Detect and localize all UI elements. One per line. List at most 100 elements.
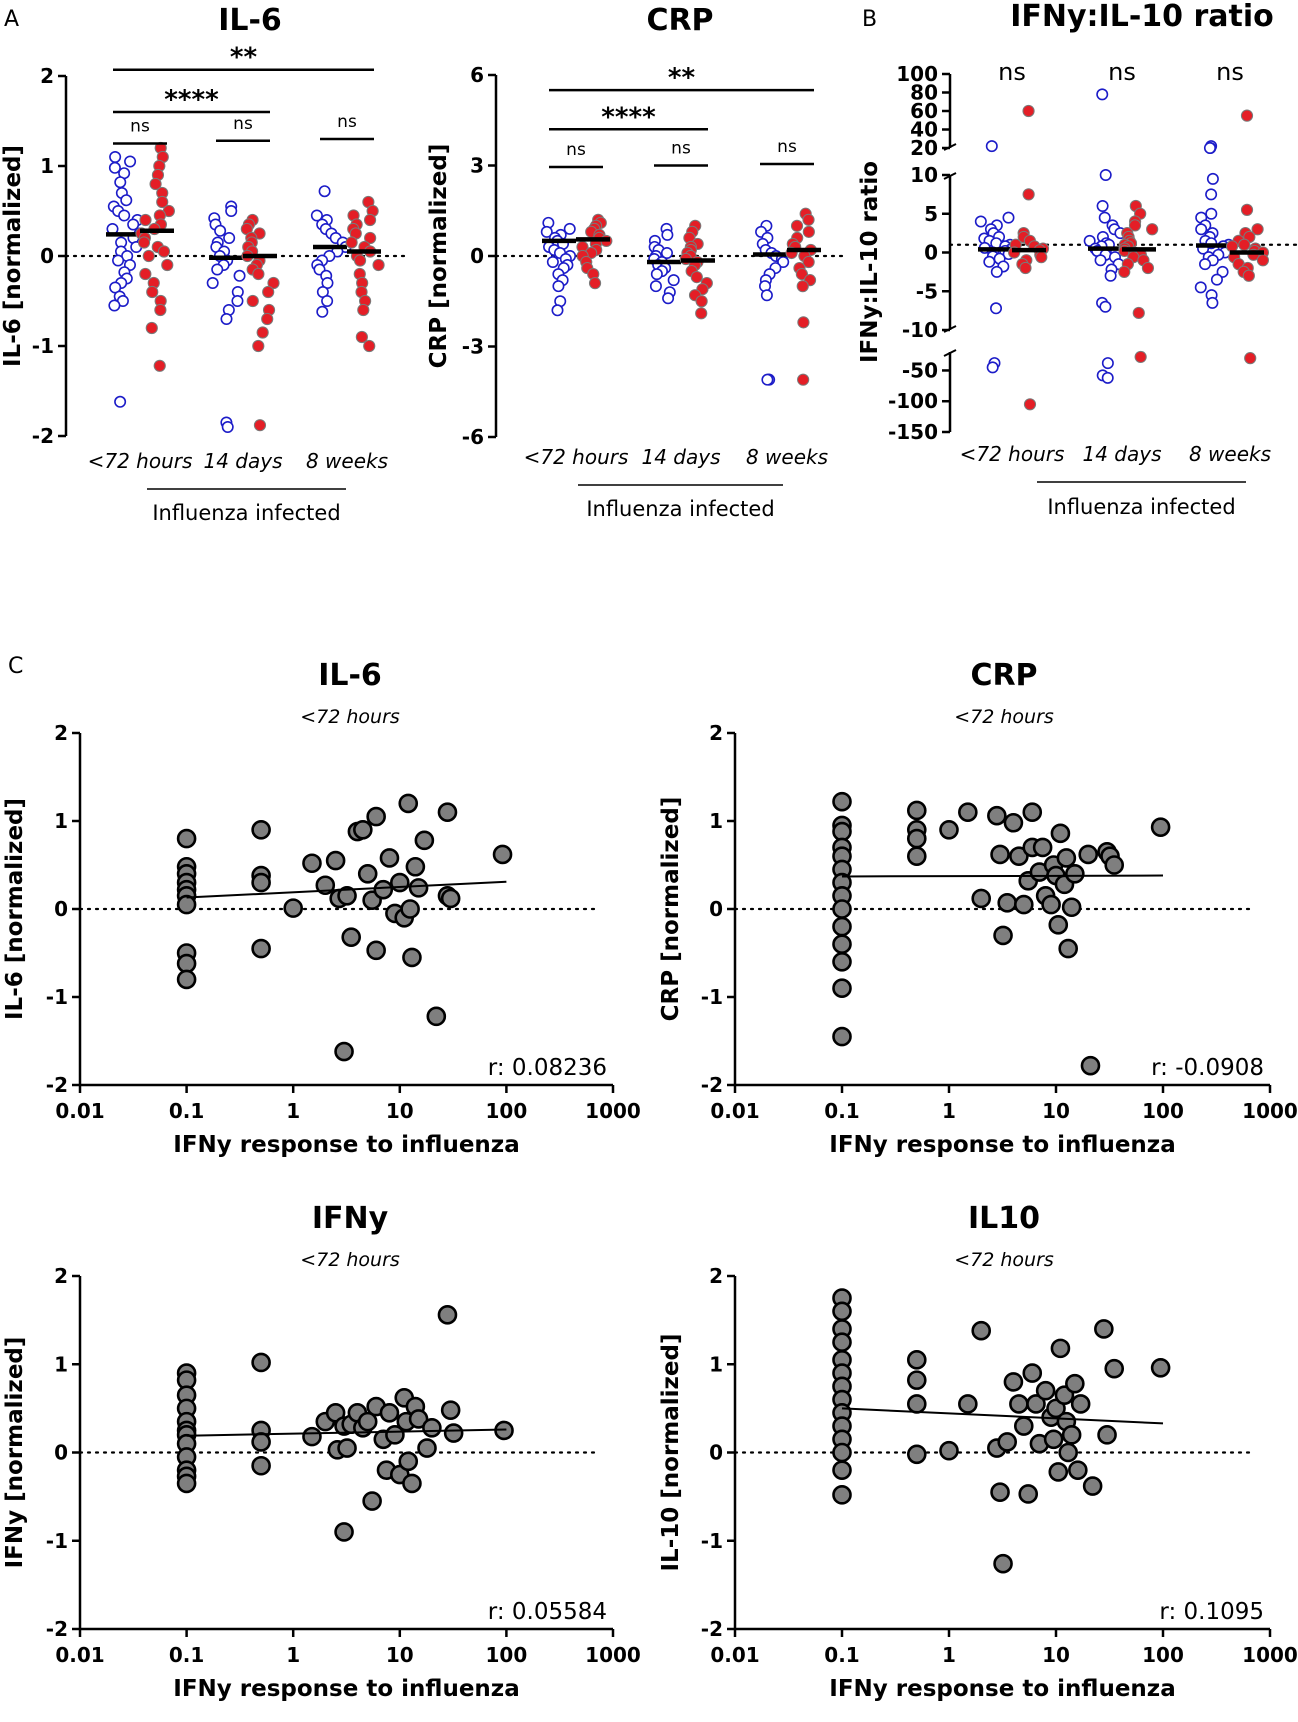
data-point-open (985, 140, 998, 153)
data-point (251, 819, 271, 840)
data-point-filled (357, 303, 370, 317)
data-point-filled (790, 219, 804, 232)
data-point-open (1206, 172, 1219, 185)
data-point (440, 1400, 461, 1420)
x-tick-label: 1 (286, 1099, 300, 1123)
data-point (325, 850, 346, 871)
x-tick-label: 1 (286, 1643, 300, 1667)
data-point (1094, 1319, 1114, 1339)
data-point-open (1104, 269, 1117, 282)
data-point-open (206, 276, 219, 289)
y-tick-label: 0 (54, 897, 68, 921)
significance-label: ns (566, 140, 586, 160)
axis-break-mark (943, 325, 957, 333)
data-point (341, 927, 361, 947)
data-point-filled (137, 236, 151, 249)
chart-subtitle: <72 hours (300, 1249, 400, 1271)
y-tick-label: 1 (54, 1352, 68, 1376)
x-tick-label: 10 (1042, 1099, 1070, 1123)
data-point (402, 1473, 422, 1494)
correlation-label: r: 0.05584 (488, 1599, 607, 1625)
data-point-open (667, 274, 680, 287)
chart-title: CRP (646, 3, 713, 38)
data-point (1150, 817, 1171, 837)
data-point (832, 899, 852, 919)
y-tick-label: 60 (910, 99, 938, 123)
chart-A-CRP: CRP -6 -3 0 3 6 CRP [normalized] <72 hours 14 da… (426, 3, 849, 521)
significance-label: ns (998, 58, 1026, 86)
category-label: 8 weeks (1189, 442, 1271, 466)
x-tick-label: 0.01 (710, 1643, 759, 1667)
x-axis-label: IFNy response to influenza (829, 1132, 1175, 1158)
data-point-open (1099, 300, 1112, 313)
data-point (408, 878, 429, 898)
data-point-open (225, 205, 238, 218)
category-label: 14 days (641, 445, 720, 469)
y-tick-label: -2 (701, 1617, 723, 1641)
data-point (993, 1553, 1013, 1574)
data-point-filled (1035, 251, 1048, 264)
data-point (1048, 915, 1069, 935)
chart-title: IFNy:IL-10 ratio (1010, 0, 1274, 34)
data-point-open (1194, 281, 1207, 294)
category-label: <72 hours (88, 449, 193, 473)
data-point (1009, 1394, 1029, 1414)
data-point-open (1099, 169, 1112, 182)
data-point-open (983, 255, 996, 268)
data-point (832, 934, 852, 955)
data-point-open (114, 176, 127, 189)
significance-label: ns (777, 137, 797, 157)
data-point (1022, 802, 1043, 823)
data-point-open (1195, 223, 1208, 236)
data-point (398, 793, 419, 814)
chart-title: CRP (970, 658, 1037, 693)
data-point-open (214, 224, 227, 237)
data-point (1022, 1363, 1043, 1383)
y-tick-label: 2 (709, 721, 723, 745)
data-point (832, 1460, 852, 1480)
significance-label: ns (1216, 58, 1244, 86)
data-point-filled (355, 330, 368, 344)
data-point-filled (1023, 398, 1037, 411)
x-tick-label: 100 (486, 1099, 528, 1123)
data-point-filled (363, 213, 377, 227)
data-point-filled (262, 285, 275, 299)
x-axis-label: IFNy response to influenza (829, 1676, 1175, 1702)
y-tick-label: 2 (54, 1264, 68, 1288)
data-point (251, 938, 271, 959)
x-tick-label: 0.1 (169, 1099, 204, 1123)
y-tick-label: 2 (40, 64, 54, 88)
data-point-open (661, 228, 674, 241)
correlation-label: r: -0.0908 (1151, 1055, 1264, 1081)
data-point-open (321, 294, 334, 307)
x-tick-label: 0.1 (824, 1643, 859, 1667)
data-point-open (120, 194, 133, 207)
significance-label: ns (337, 112, 357, 132)
data-point-filled (802, 225, 815, 238)
data-point-filled (139, 267, 152, 281)
data-point-open (546, 256, 559, 269)
data-point (426, 1006, 447, 1027)
data-point-open (986, 361, 999, 374)
data-point-filled (1118, 265, 1131, 278)
data-point (906, 1370, 927, 1390)
y-tick-label: -1 (46, 1529, 68, 1553)
data-point (437, 1305, 458, 1325)
data-point (251, 1352, 271, 1373)
data-point (1003, 1372, 1024, 1392)
data-point (373, 879, 394, 900)
data-point-filled (267, 276, 280, 290)
data-point (832, 1485, 852, 1505)
data-point (1150, 1357, 1171, 1378)
data-point (1104, 855, 1125, 875)
data-point-filled (695, 295, 708, 308)
data-point (1082, 1476, 1103, 1496)
fit-line (186, 1428, 507, 1437)
x-tick-label: 1000 (1242, 1099, 1298, 1123)
data-point-open (551, 304, 564, 317)
y-tick-label: 10 (910, 163, 938, 187)
data-point (906, 800, 927, 821)
x-axis-label: IFNy response to influenza (173, 1132, 519, 1158)
data-point-filled (795, 268, 808, 281)
data-point (1070, 1394, 1091, 1414)
